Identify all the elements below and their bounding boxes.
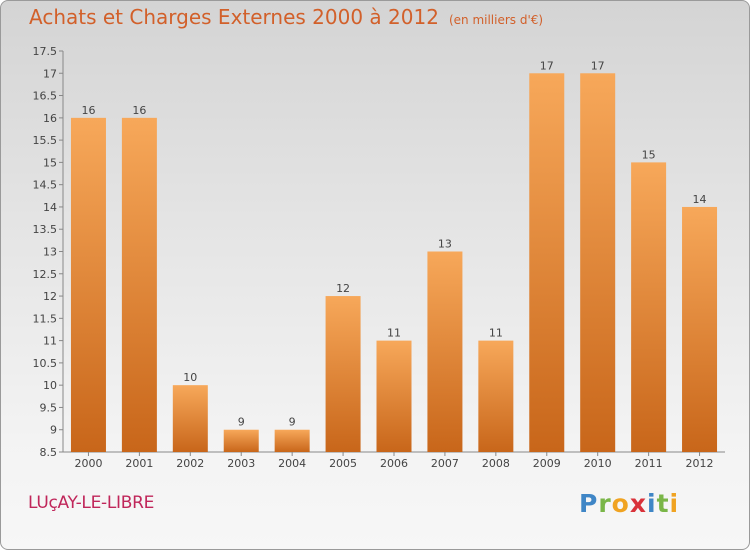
bar <box>529 73 565 453</box>
y-tick-label: 17.5 <box>33 45 58 58</box>
x-tick-label: 2001 <box>125 457 153 470</box>
bar-value-label: 17 <box>540 59 554 72</box>
bar <box>682 206 718 452</box>
bar-value-label: 16 <box>132 104 146 117</box>
bar-value-label: 16 <box>81 104 95 117</box>
bar <box>376 340 412 452</box>
y-tick-label: 13 <box>43 246 57 259</box>
x-tick-label: 2007 <box>431 457 459 470</box>
x-tick-label: 2012 <box>686 457 714 470</box>
bar-value-label: 17 <box>591 59 605 72</box>
bar <box>274 429 310 452</box>
y-tick-label: 12.5 <box>33 268 58 281</box>
y-tick-label: 11 <box>43 335 57 348</box>
y-tick-label: 12 <box>43 290 57 303</box>
y-tick-label: 9.5 <box>40 401 58 414</box>
bar <box>121 117 157 452</box>
y-tick-label: 15.5 <box>33 134 58 147</box>
proxiti-logo: Proxiti <box>579 489 680 518</box>
bar <box>70 117 106 452</box>
bar-value-label: 10 <box>183 371 197 384</box>
x-tick-label: 2010 <box>584 457 612 470</box>
chart-bars <box>70 73 718 453</box>
y-tick-label: 14.5 <box>33 179 58 192</box>
x-tick-label: 2003 <box>227 457 255 470</box>
y-tick-label: 8.5 <box>40 446 58 459</box>
bar <box>478 340 514 452</box>
bar-value-label: 14 <box>693 193 707 206</box>
bar-value-label: 9 <box>289 416 296 429</box>
x-tick-label: 2009 <box>533 457 561 470</box>
y-tick-label: 13.5 <box>33 223 58 236</box>
y-tick-label: 9 <box>50 424 57 437</box>
x-tick-label: 2004 <box>278 457 306 470</box>
chart-axes: 8.5 9 9.5 10 10.5 11 11.5 12 12.5 13 13.5 14 14.5 15 1… <box>33 45 725 459</box>
chart-title-text: Achats et Charges Externes 2000 à 2012 <box>29 5 439 29</box>
bar-value-label: 13 <box>438 238 452 251</box>
x-tick-label: 2000 <box>74 457 102 470</box>
bar-value-label: 12 <box>336 282 350 295</box>
y-tick-label: 10.5 <box>33 357 58 370</box>
y-tick-label: 10 <box>43 379 57 392</box>
bar <box>631 162 667 452</box>
bar <box>172 385 208 452</box>
y-tick-label: 15 <box>43 156 57 169</box>
bar-value-label: 11 <box>387 327 401 340</box>
bar-value-label: 9 <box>238 416 245 429</box>
bar <box>325 296 361 452</box>
bar-value-label: 15 <box>642 148 656 161</box>
y-tick-label: 16.5 <box>33 90 58 103</box>
chart-labels: 16 2000 16 2001 10 2002 9 2003 9 2004 12 2005 11 2006… <box>74 59 713 470</box>
x-tick-label: 2011 <box>635 457 663 470</box>
commune-name: LUçAY-LE-LIBRE <box>28 493 155 513</box>
bar <box>223 429 259 452</box>
y-tick-label: 17 <box>43 67 57 80</box>
bar <box>427 251 463 452</box>
y-tick-label: 16 <box>43 112 57 125</box>
y-tick-label: 11.5 <box>33 312 58 325</box>
x-tick-label: 2002 <box>176 457 204 470</box>
chart-title: Achats et Charges Externes 2000 à 2012 (e… <box>29 5 543 29</box>
x-tick-label: 2008 <box>482 457 510 470</box>
bar-value-label: 11 <box>489 327 503 340</box>
bar <box>580 73 616 453</box>
x-tick-label: 2005 <box>329 457 357 470</box>
chart-subtitle: (en milliers d'€) <box>448 13 544 27</box>
y-tick-label: 14 <box>43 201 57 214</box>
x-tick-label: 2006 <box>380 457 408 470</box>
